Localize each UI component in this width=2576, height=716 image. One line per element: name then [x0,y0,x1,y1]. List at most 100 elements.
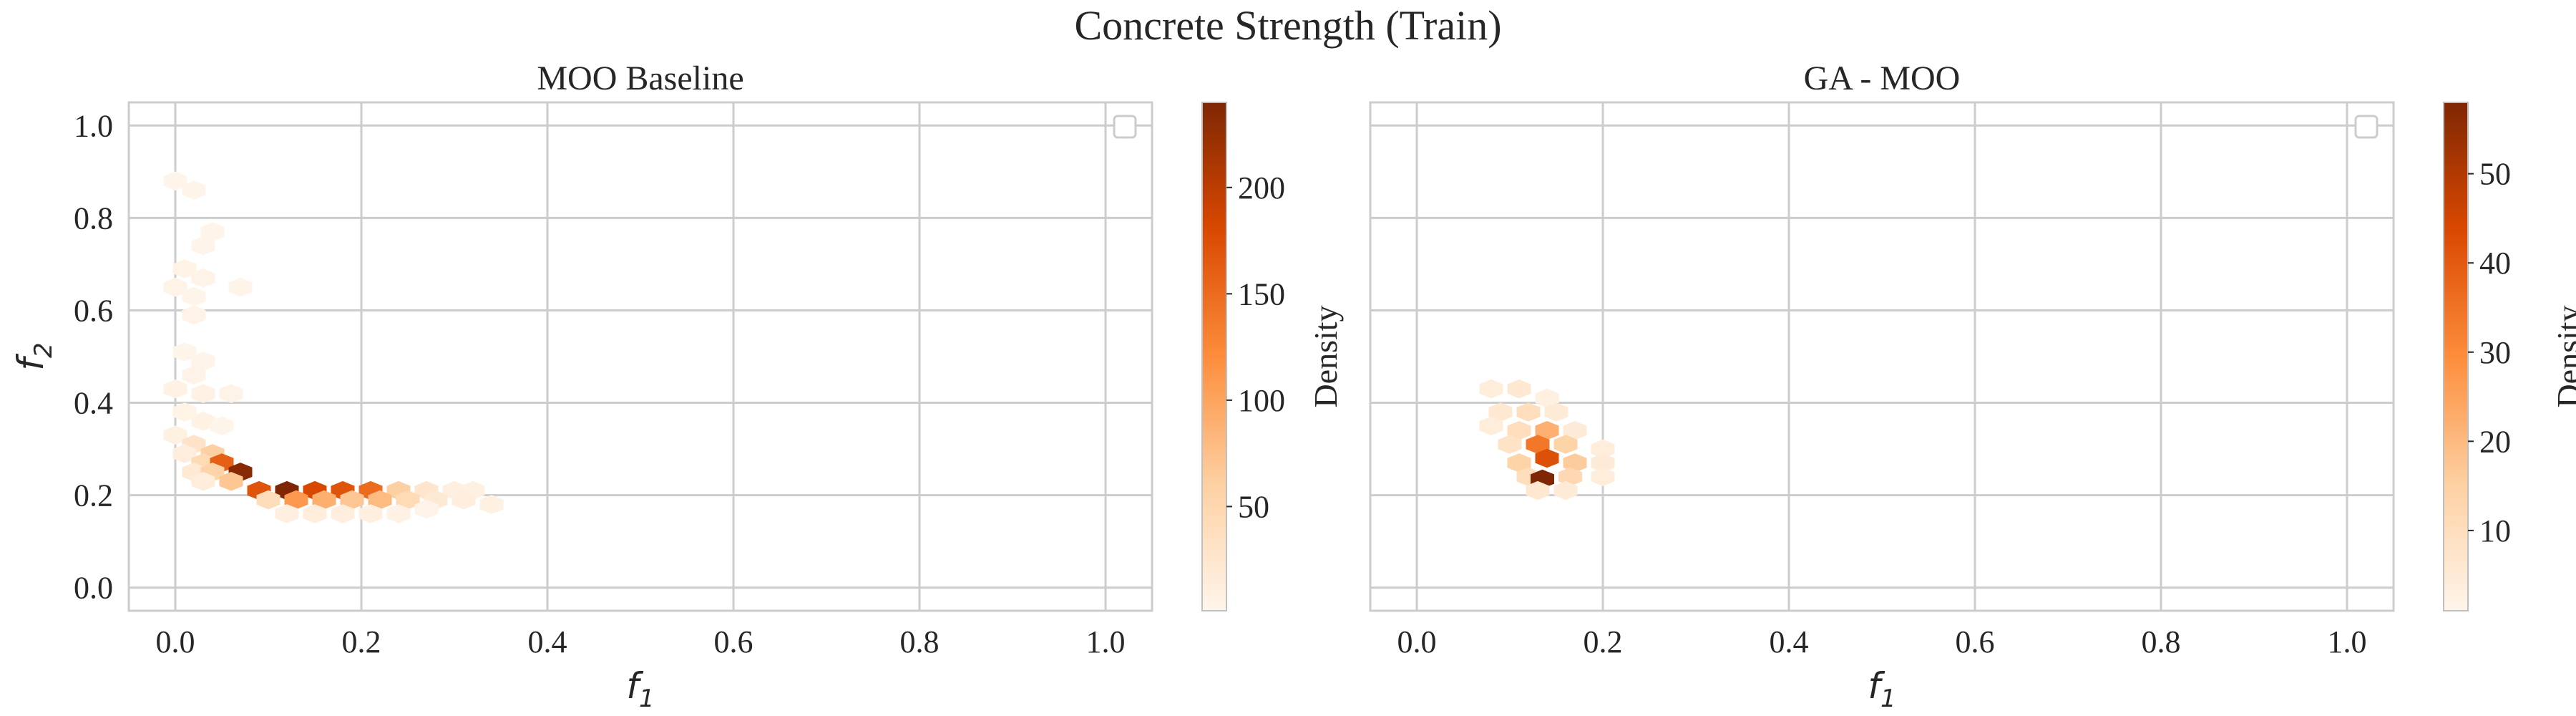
x-axis-label: f1 [1868,665,1896,713]
hexbin-cell [182,365,206,385]
y-tick-label: 0.4 [74,386,113,421]
hexbin-cell [182,286,206,306]
hexbin-cell [1479,416,1503,436]
hexbin-cell [163,379,187,399]
x-tick-label: 0.8 [2142,624,2181,659]
hexbin-cell [1591,467,1615,487]
y-tick-labels: 0.0 0.2 0.4 0.6 0.8 1.0 [74,108,113,605]
hexbin-cell [172,259,197,279]
colorbar-label: Density [1307,305,1344,407]
colorbar-tick-label: 100 [1238,383,1285,418]
hexbin-cell [191,268,215,288]
legend-box [1113,115,1137,139]
hexbin-cell [182,305,206,325]
hexbin-cell [1498,435,1522,454]
x-tick-label: 0.4 [1770,624,1809,659]
x-tick-label: 0.6 [1956,624,1995,659]
hexbin-cell [479,495,504,514]
hexbin-cells [1479,379,1615,500]
colorbar-tick-label: 200 [1238,170,1285,205]
hexbin-cell [1507,421,1531,440]
y-tick-label: 1.0 [74,108,113,143]
hexbin-cell [1507,379,1531,399]
hexbin-cell [172,342,197,362]
gridlines [129,102,1152,611]
hexbin-cell [228,277,253,297]
hexbin-cell [303,504,327,523]
x-tick-label: 1.0 [1086,624,1126,659]
hexbin-cell [368,490,392,510]
hexbin-cell [163,277,187,297]
hexbin-cell [256,490,280,510]
hexbin-cell [1553,435,1578,454]
x-tick-label: 1.0 [2328,624,2367,659]
hexbin-cell [358,504,383,523]
hexbin-cell [1591,453,1615,473]
hexbin-cell [1526,435,1550,454]
figure-suptitle: Concrete Strength (Train) [1074,2,1501,49]
hexbin-cell [1563,421,1587,440]
x-tick-label: 0.0 [1397,624,1437,659]
x-tick-label: 0.8 [900,624,940,659]
y-tick-label: 0.2 [74,478,113,513]
hexbin-cell [191,472,215,491]
hexbin-cell [163,425,187,445]
hexbin-cell [331,504,355,523]
x-tick-label: 0.6 [714,624,753,659]
y-tick-label: 0.8 [74,200,113,236]
hexbin-cell [1544,402,1568,422]
hexbin-cell [1535,421,1559,440]
hexbin-cell [219,472,243,491]
colorbar-tick-label: 10 [2479,513,2511,548]
hexbin-cell [1479,379,1503,399]
hexbin-cell [1563,453,1587,473]
legend-box [2354,115,2379,139]
hexbin-cell [275,504,299,523]
x-tick-label: 0.0 [156,624,195,659]
colorbar-tick-label: 30 [2479,335,2511,370]
hexbin-cells [163,171,504,523]
colorbar-gradient [2444,102,2468,611]
hexbin-cell [1591,439,1615,459]
colorbar-frame [1201,102,1227,611]
hexbin-cell [191,412,215,431]
x-axis-label: f1 [626,665,654,713]
hexbin-cell [191,384,215,403]
colorbar-tick-label: 40 [2479,246,2511,281]
hexbin-cell [191,352,215,371]
plot-area-frame [1369,101,2395,612]
y-tick-label: 0.6 [74,293,113,328]
hexbin-cell [396,490,420,510]
hexbin-cell [1488,402,1513,422]
hexbin-cell [219,384,243,403]
panel-ga-moo: GA - MOO 0.0 0.2 0.4 0.6 0.8 1.0 f1 10 20 30 40 5… [1369,59,2576,713]
hexbin-cell [172,402,197,422]
x-tick-label: 0.4 [528,624,567,659]
hexbin-cell [340,490,364,510]
colorbar-tick-label: 150 [1238,276,1285,311]
y-tick-label: 0.0 [74,571,113,606]
hexbin-cell [1558,467,1582,487]
hexbin-cell [1553,480,1578,500]
x-tick-labels: 0.0 0.2 0.4 0.6 0.8 1.0 [156,624,1126,659]
colorbar-label: Density [2550,305,2576,407]
hexbin-cell [172,444,197,463]
hexbin-cell [312,490,336,510]
hexbin-cell [284,490,308,510]
hexbin-cell [1516,402,1541,422]
colorbar: 50 100 150 200 [1201,102,1285,611]
y-axis-label: f2 [10,342,58,370]
plot-area-frame [127,101,1153,612]
hexbin-cell [163,171,187,190]
x-tick-labels: 0.0 0.2 0.4 0.6 0.8 1.0 [1397,624,2367,659]
hexbin-cell [210,416,234,436]
hexbin-cell [414,499,439,519]
hexbin-cell [182,180,206,200]
colorbar-tick-label: 50 [1238,489,1269,524]
colorbar-gradient [1202,102,1226,611]
hexbin-cell [200,222,225,241]
colorbar-frame [2443,102,2469,611]
hexbin-cell [452,490,476,510]
panel-moo-baseline: MOO Baseline 0.0 0.2 0.4 0.6 0.8 1.0 0.00.20.… [10,59,1344,713]
